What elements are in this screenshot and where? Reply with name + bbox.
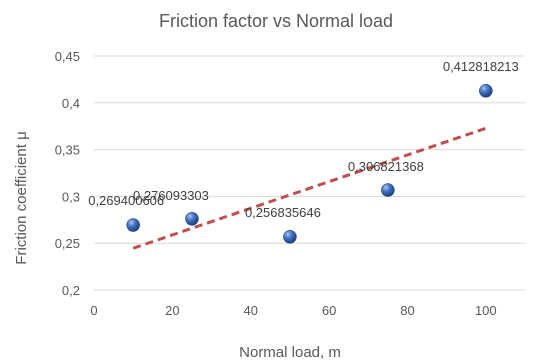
y-tick-label: 0,2 (62, 283, 80, 298)
y-axis-title: Friction coefficient μ (13, 131, 30, 264)
data-points (126, 84, 493, 244)
data-point (479, 84, 493, 98)
x-tick-label: 20 (165, 303, 179, 318)
data-label: 0,306821368 (348, 159, 424, 174)
data-point (283, 230, 297, 244)
data-point (185, 211, 199, 226)
x-axis-ticks: 0 20 40 60 80 100 (90, 303, 496, 318)
x-tick-label: 60 (322, 303, 336, 318)
y-tick-label: 0,3 (62, 189, 80, 204)
y-tick-label: 0,35 (55, 143, 80, 158)
data-label: 0,412818213 (443, 59, 519, 74)
y-tick-label: 0,4 (62, 96, 80, 111)
y-tick-label: 0,25 (55, 236, 80, 251)
data-label: 0,269400606 (88, 193, 164, 208)
y-tick-label: 0,45 (55, 49, 80, 64)
x-axis-title: Normal load, m (239, 344, 341, 361)
x-tick-label: 40 (243, 303, 257, 318)
data-label: 0,276093303 (133, 188, 209, 203)
data-point (126, 218, 140, 232)
x-tick-label: 80 (400, 303, 414, 318)
x-tick-label: 0 (90, 303, 97, 318)
y-axis-ticks: 0,2 0,25 0,3 0,35 0,4 0,45 (55, 49, 80, 298)
x-tick-label: 100 (475, 303, 497, 318)
data-label: 0,256835646 (245, 205, 321, 220)
data-point (381, 183, 395, 197)
chart-title: Friction factor vs Normal load (159, 11, 393, 31)
trendline-layer (132, 126, 487, 250)
linear-trendline (132, 126, 487, 250)
gridlines (94, 55, 525, 291)
